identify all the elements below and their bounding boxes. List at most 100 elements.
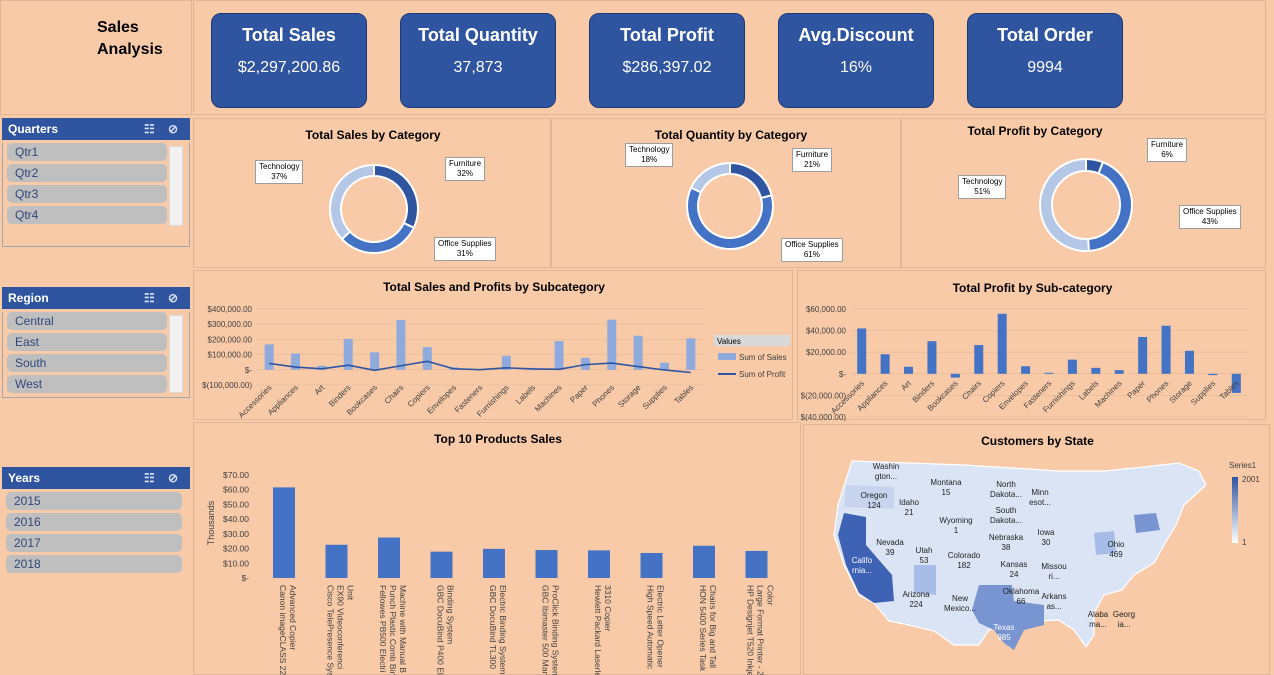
state-label-text: esot... [1029, 498, 1051, 507]
bar-profit-copiers [997, 313, 1007, 374]
x-tick-label: Phones [591, 383, 617, 409]
legend-title: Series1 [1229, 461, 1257, 470]
scrollbar[interactable] [169, 315, 183, 393]
multi-select-icon[interactable]: ☷ [144, 122, 155, 136]
donut-label-furniture: Furniture 21% [792, 148, 833, 172]
x-tick-label: EX90 Videoconferenci [336, 585, 346, 669]
x-tick-label: Copiers [406, 383, 432, 409]
state-label-text: Iowa [1038, 528, 1055, 537]
legend: Values Sum of Sales Sum of Profit [714, 335, 790, 379]
state-label-text: Idaho [899, 498, 920, 507]
bar-product-7 [588, 550, 610, 578]
state-ohio [1094, 531, 1116, 555]
kpi-total-profit: Total Profit $286,397.02 [589, 13, 745, 108]
state-label-text: Nebraska [989, 533, 1024, 542]
state-label-text: North [996, 480, 1016, 489]
donut-label-technology: Technology 51% [958, 175, 1007, 199]
slicer-item-qtr4[interactable]: Qtr4 [7, 206, 167, 224]
slicer-body: Central East South West [2, 312, 190, 398]
y-tick-label: $400,000.00 [208, 305, 253, 314]
bar-profit-accessories [857, 328, 867, 374]
slicer-title: Quarters [8, 122, 59, 136]
kpi-value: $286,397.02 [622, 59, 712, 76]
state-label-text: 224 [909, 600, 923, 609]
chart-title: Top 10 Products Sales [434, 432, 562, 446]
slicer-item-qtr1[interactable]: Qtr1 [7, 143, 167, 161]
title-panel: Sales Analysis [0, 0, 192, 115]
state-label-text: Nevada [876, 538, 904, 547]
state-california [838, 513, 894, 603]
bar-sales-supplies [659, 362, 669, 370]
kpi-label: Total Sales [242, 25, 336, 45]
scrollbar[interactable] [169, 146, 183, 226]
y-tick-label: $- [245, 366, 252, 375]
x-tick-label: Art [313, 383, 327, 397]
x-tick-label: HP Designjet T520 Inkje [746, 585, 756, 675]
donut-label-technology: Technology 37% [255, 160, 304, 184]
slicer-item-qtr2[interactable]: Qtr2 [7, 164, 167, 182]
y-tick-label: $- [839, 370, 846, 379]
bar-chart: $60,000.00 $40,000.00 $20,000.00 $- $(20,000… [801, 305, 1248, 421]
legend-colorbar [1232, 477, 1238, 543]
state-label-text: ma... [1089, 620, 1107, 629]
clear-filter-icon[interactable]: ⊘ [168, 291, 179, 305]
state-label-text: Kansas [1001, 560, 1028, 569]
bar-profit-art [904, 366, 914, 374]
kpi-total-order: Total Order 9994 [967, 13, 1123, 108]
legend-title: Values [717, 337, 741, 346]
bar-chart: $70.00 $60.00 $50.00 $40.00 $30.00 $20.00 $10.… [206, 470, 776, 675]
x-tick-label: Large Format Printer - 2 [756, 585, 766, 675]
slicer-item-central[interactable]: Central [7, 312, 167, 330]
state-label-text: Oklahoma [1003, 587, 1040, 596]
slicer-item-2018[interactable]: 2018 [6, 555, 182, 573]
state-label-text: 30 [1042, 538, 1051, 547]
x-tick-label: Electric Letter Opener [656, 585, 666, 668]
bar-profit-supplies [1208, 373, 1218, 376]
slicer-item-south[interactable]: South [7, 354, 167, 372]
top-products-panel: Top 10 Products Sales $70.00 $60.00 $50.00… [193, 422, 801, 675]
state-label-text: rnia... [852, 566, 872, 575]
x-tick-label: Art [899, 378, 913, 392]
bar-sales-chairs [396, 319, 406, 370]
slicer-item-east[interactable]: East [7, 333, 167, 351]
bar-product-8 [640, 552, 663, 578]
kpi-total-sales: Total Sales $2,297,200.86 [211, 13, 367, 108]
state-label-text: as... [1046, 602, 1061, 611]
multi-select-icon[interactable]: ☷ [144, 291, 155, 305]
state-arizona [914, 565, 936, 595]
chart-title: Customers by State [981, 434, 1094, 448]
slicer-body: Qtr1 Qtr2 Qtr3 Qtr4 [2, 143, 190, 247]
us-outline [833, 460, 1207, 649]
multi-select-icon[interactable]: ☷ [144, 471, 155, 485]
donut-label-furniture: Furniture 32% [445, 157, 486, 181]
x-tick-label: Paper [1126, 379, 1148, 401]
clear-filter-icon[interactable]: ⊘ [168, 122, 179, 136]
slicer-item-2016[interactable]: 2016 [6, 513, 182, 531]
state-label-text: Texas [994, 623, 1015, 632]
y-tick-label: $60.00 [223, 485, 249, 495]
state-label-text: Washin [873, 462, 899, 471]
y-tick-label: $20,000.00 [806, 348, 847, 357]
x-tick-label: HON 5400 Series Task [698, 585, 708, 672]
quarters-slicer: Quarters ☷ ⊘ Qtr1 Qtr2 Qtr3 Qtr4 [2, 118, 190, 247]
bar-product-2 [325, 544, 348, 578]
x-tick-label: GBC DocuBind TL300 [488, 585, 498, 669]
bar-sales-binders [343, 338, 353, 370]
y-tick-label: $20.00 [223, 544, 249, 554]
y-tick-label: $(40,000.00) [801, 413, 847, 421]
slicer-item-qtr3[interactable]: Qtr3 [7, 185, 167, 203]
slicer-item-2017[interactable]: 2017 [6, 534, 182, 552]
bar-product-10 [745, 550, 768, 578]
bar-sales-art [317, 365, 327, 370]
y-axis-label: Thousands [206, 500, 216, 545]
slicer-item-west[interactable]: West [7, 375, 167, 393]
state-label-text: Dakota... [990, 490, 1022, 499]
state-label-text: 66 [1017, 597, 1026, 606]
y-tick-label: $100,000.00 [208, 351, 253, 360]
clear-filter-icon[interactable]: ⊘ [168, 471, 179, 485]
sales-profit-subcategory-panel: Total Sales and Profits by Subcategory $… [193, 270, 793, 420]
x-tick-label: Fellowes PB500 Electri [378, 585, 388, 673]
slicer-item-2015[interactable]: 2015 [6, 492, 182, 510]
chart-title: Total Profit by Category [967, 124, 1103, 138]
